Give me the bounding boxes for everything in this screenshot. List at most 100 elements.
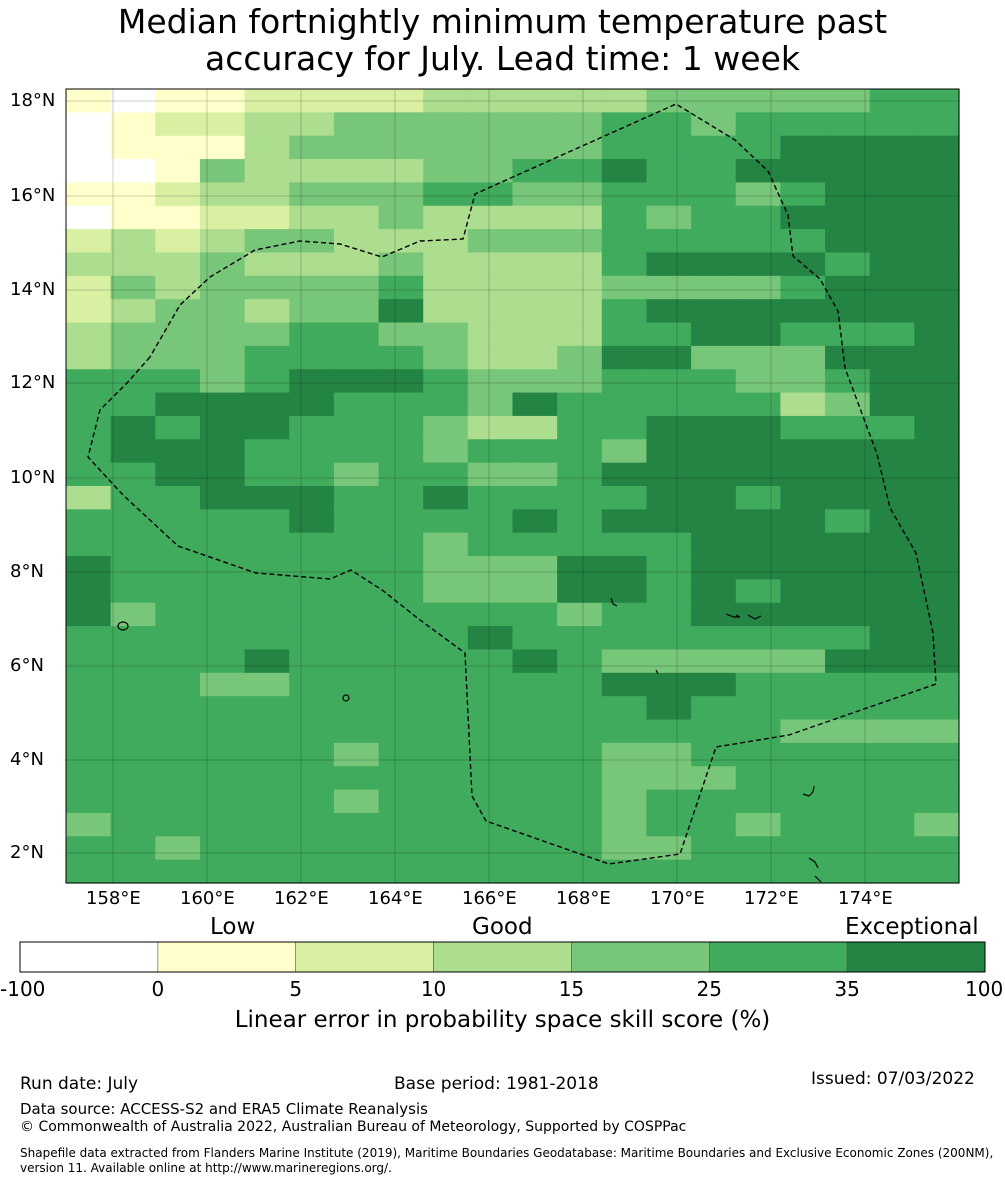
grid-cell	[155, 275, 201, 300]
grid-cell	[333, 369, 380, 394]
grid-cell	[423, 415, 469, 440]
grid-cell	[735, 182, 781, 207]
grid-cell	[333, 509, 380, 534]
grid-cell	[66, 789, 112, 814]
grid-cell	[780, 696, 826, 721]
grid-cell	[199, 112, 246, 137]
grid-cell	[244, 556, 290, 581]
grid-cell	[378, 205, 424, 230]
grid-cell	[467, 812, 514, 837]
grid-cell	[735, 696, 781, 721]
grid-cell	[66, 859, 112, 884]
colorbar-tick-label: 0	[151, 977, 165, 1001]
grid-cell	[691, 812, 737, 837]
grid-cell	[333, 392, 380, 417]
grid-cell	[66, 229, 112, 254]
grid-cell	[244, 602, 290, 627]
grid-cell	[691, 602, 737, 627]
grid-cell	[869, 486, 915, 510]
grid-cell	[289, 579, 335, 604]
grid-cell	[825, 299, 871, 324]
grid-cell	[467, 369, 514, 394]
grid-cell	[199, 766, 246, 791]
grid-cell	[869, 579, 915, 604]
grid-cell	[780, 462, 826, 487]
grid-cell	[423, 649, 469, 674]
grid-cell	[423, 719, 469, 744]
grid-cell	[423, 742, 469, 767]
grid-cell	[289, 486, 335, 510]
grid-cell	[155, 649, 201, 674]
latitude-label: 16°N	[10, 185, 56, 206]
grid-cell	[780, 812, 826, 837]
grid-cell	[423, 229, 469, 254]
grid-cell	[825, 556, 871, 581]
grid-cell	[467, 672, 514, 697]
grid-cell	[646, 836, 692, 861]
grid-cell	[735, 532, 781, 557]
grid-cell	[244, 275, 290, 300]
grid-cell	[333, 275, 380, 300]
grid-cell	[199, 579, 246, 604]
grid-cell	[646, 486, 692, 510]
grid-cell	[869, 159, 915, 184]
grid-cell	[289, 159, 335, 184]
grid-cell	[914, 415, 960, 440]
grid-cell	[378, 345, 424, 370]
grid-cell	[825, 532, 871, 557]
grid-cell	[735, 719, 781, 744]
grid-cell	[155, 462, 201, 487]
grid-cell	[780, 556, 826, 581]
grid-cell	[155, 579, 201, 604]
grid-cell	[199, 836, 246, 861]
grid-cell	[378, 415, 424, 440]
grid-cell	[825, 812, 871, 837]
grid-cell	[735, 602, 781, 627]
grid-cell	[378, 486, 424, 510]
grid-cell	[557, 859, 603, 884]
latitude-label: 12°N	[10, 372, 56, 393]
grid-cell	[199, 742, 246, 767]
grid-cell	[557, 696, 603, 721]
colorbar-category-good: Good	[472, 914, 533, 940]
grid-cell	[512, 159, 558, 184]
grid-cell	[914, 696, 960, 721]
grid-cell	[780, 742, 826, 767]
grid-cell	[289, 415, 335, 440]
grid-cell	[780, 392, 826, 417]
grid-cell	[110, 205, 156, 230]
grid-cell	[691, 159, 737, 184]
grid-cell	[512, 532, 558, 557]
grid-cell	[289, 345, 335, 370]
longitude-label: 172°E	[744, 888, 799, 909]
grid-cell	[155, 602, 201, 627]
grid-cell	[289, 299, 335, 324]
colorbar-tick-label: 5	[289, 977, 303, 1001]
grid-cell	[66, 649, 112, 674]
grid-cell	[646, 812, 692, 837]
grid-cell	[333, 159, 380, 184]
grid-cell	[557, 182, 603, 207]
grid-cell	[110, 859, 156, 884]
grid-cell	[601, 369, 648, 394]
grid-cell	[199, 322, 246, 347]
grid-cell	[512, 252, 558, 277]
grid-cell	[825, 229, 871, 254]
grid-cell	[691, 696, 737, 721]
grid-cell	[423, 812, 469, 837]
grid-cell	[66, 626, 112, 651]
grid-cell	[244, 112, 290, 137]
grid-cell	[735, 812, 781, 837]
grid-cell	[735, 369, 781, 394]
latitude-label: 8°N	[10, 561, 44, 582]
grid-cell	[557, 509, 603, 534]
grid-cell	[825, 859, 871, 884]
grid-cell	[244, 369, 290, 394]
grid-cell	[244, 766, 290, 791]
grid-cell	[244, 789, 290, 814]
grid-cell	[467, 602, 514, 627]
grid-cell	[333, 696, 380, 721]
grid-cell	[780, 322, 826, 347]
grid-cell	[780, 182, 826, 207]
colorbar-tick-label: 15	[558, 977, 585, 1001]
